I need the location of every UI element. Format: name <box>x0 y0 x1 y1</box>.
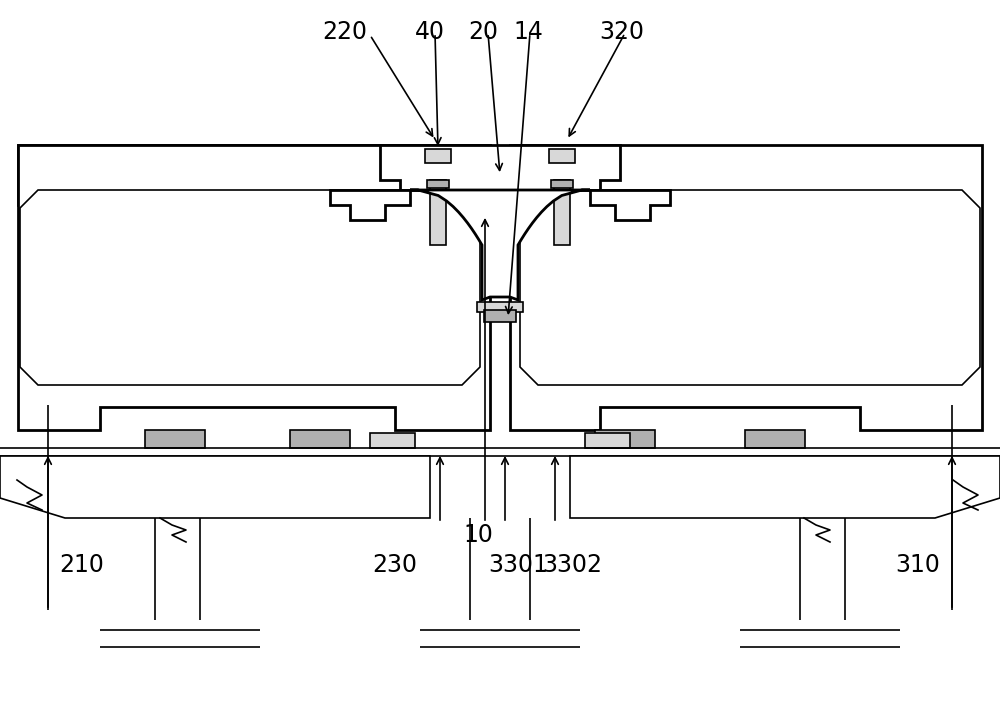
Bar <box>595 430 655 448</box>
Bar <box>585 433 630 448</box>
Text: 210: 210 <box>60 553 104 577</box>
Polygon shape <box>570 456 1000 518</box>
Text: 230: 230 <box>372 553 418 577</box>
Text: 310: 310 <box>896 553 940 577</box>
Text: 14: 14 <box>513 20 543 44</box>
Bar <box>551 180 573 188</box>
Text: 20: 20 <box>468 20 498 44</box>
Text: 220: 220 <box>322 20 368 44</box>
Bar <box>745 430 805 448</box>
Polygon shape <box>380 145 620 190</box>
Text: 40: 40 <box>415 20 445 44</box>
Bar <box>425 149 451 163</box>
Bar <box>549 149 575 163</box>
Bar <box>484 310 516 322</box>
Bar <box>290 430 350 448</box>
Polygon shape <box>410 190 590 300</box>
Polygon shape <box>455 145 485 160</box>
Bar <box>427 180 449 188</box>
Text: 10: 10 <box>463 523 493 547</box>
Bar <box>145 430 205 448</box>
Polygon shape <box>520 190 980 385</box>
Text: 320: 320 <box>600 20 644 44</box>
Polygon shape <box>18 145 490 205</box>
Polygon shape <box>515 145 545 160</box>
Bar <box>370 433 415 448</box>
Text: 3301: 3301 <box>488 553 548 577</box>
Polygon shape <box>18 145 490 430</box>
Bar <box>477 302 523 312</box>
Bar <box>430 180 446 245</box>
Polygon shape <box>590 190 670 220</box>
Text: 3302: 3302 <box>542 553 602 577</box>
Polygon shape <box>0 456 430 518</box>
Polygon shape <box>330 190 410 220</box>
Polygon shape <box>20 190 480 385</box>
Polygon shape <box>510 145 982 430</box>
Bar <box>554 180 570 245</box>
